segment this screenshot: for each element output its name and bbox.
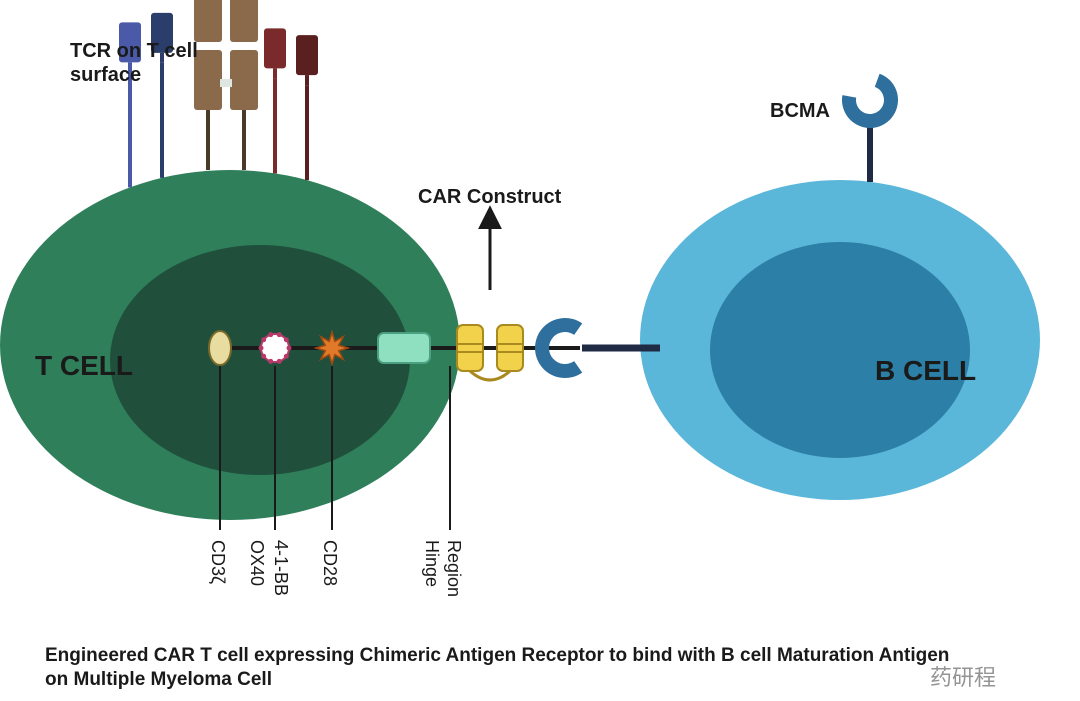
tcr-head <box>296 35 318 75</box>
cd3z-icon <box>209 331 231 365</box>
cd3z-label: CD3ζ <box>207 540 228 584</box>
tcr-big-lower <box>194 50 222 110</box>
ox40-dot <box>268 332 273 337</box>
ox40-dot <box>277 332 282 337</box>
hinge-icon <box>378 333 430 363</box>
tcr-bridge <box>220 79 232 87</box>
tcr-big-lower <box>230 50 258 110</box>
ox40-dot <box>261 354 266 359</box>
tcell-label: T CELL <box>35 350 133 382</box>
scfv-link <box>470 371 510 380</box>
bcell-label: B CELL <box>875 355 976 387</box>
cd28-icon <box>316 332 348 364</box>
caption-line2: on Multiple Myeloma Cell <box>45 669 272 691</box>
bcma-c <box>842 74 898 128</box>
tcr-big-upper <box>230 0 258 42</box>
cd28-label: CD28 <box>319 540 340 586</box>
hinge-label-2: Region <box>443 540 464 597</box>
hinge-label-1: Hinge <box>421 540 442 587</box>
caption-line1: Engineered CAR T cell expressing Chimeri… <box>45 645 949 667</box>
tcr-label-line2: surface <box>70 64 141 87</box>
ox40-dot <box>277 359 282 364</box>
41bb-label: 4-1-BB <box>270 540 291 596</box>
tcr-head <box>264 28 286 68</box>
ox40-dot <box>284 337 289 342</box>
scfv-block <box>457 325 483 371</box>
bcell-nucleus <box>710 242 970 458</box>
watermark-text: 药研程 <box>930 660 996 692</box>
ox40-dot <box>284 354 289 359</box>
diagram-svg <box>0 0 1080 701</box>
ox40-dot <box>261 337 266 342</box>
car-construct-label: CAR Construct <box>418 186 561 209</box>
ox40-dot <box>268 359 273 364</box>
bcma-label: BCMA <box>770 100 830 123</box>
scfv-block <box>497 325 523 371</box>
tcell-nucleus <box>110 245 410 475</box>
tcr-big-upper <box>194 0 222 42</box>
tcr-label-line1: TCR on T cell <box>70 40 198 63</box>
ox40-dot <box>259 346 264 351</box>
ox40-label: OX40 <box>246 540 267 586</box>
ox40-dot <box>287 346 292 351</box>
